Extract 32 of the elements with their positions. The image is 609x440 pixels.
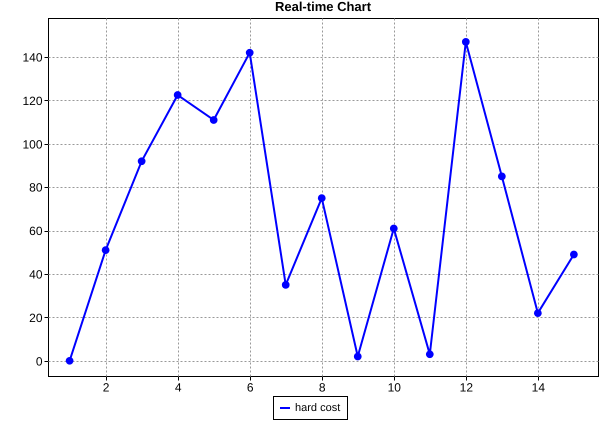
point bbox=[390, 224, 398, 232]
point bbox=[354, 352, 362, 360]
point bbox=[498, 172, 506, 180]
chart-title: Real-time Chart bbox=[274, 0, 372, 14]
x-tick-label: 6 bbox=[246, 380, 254, 394]
y-tick-label: 40 bbox=[29, 268, 43, 282]
y-tick-label: 100 bbox=[22, 137, 43, 152]
x-tick-label: 14 bbox=[532, 380, 546, 394]
y-tick-label: 0 bbox=[36, 354, 43, 368]
y-tick-label: 20 bbox=[29, 310, 43, 325]
point bbox=[570, 250, 578, 258]
point bbox=[102, 246, 110, 254]
point bbox=[138, 157, 146, 166]
point bbox=[426, 350, 434, 358]
x-tick-label: 10 bbox=[388, 380, 402, 394]
point bbox=[66, 356, 74, 365]
point bbox=[462, 38, 470, 46]
point bbox=[210, 116, 218, 124]
x-tick-label: 4 bbox=[174, 380, 182, 394]
point bbox=[174, 91, 182, 99]
y-tick-label: 140 bbox=[22, 50, 43, 65]
y-tick-label: 120 bbox=[22, 94, 43, 108]
legend-label: hard cost bbox=[295, 402, 340, 414]
point bbox=[318, 194, 326, 202]
point bbox=[246, 48, 254, 57]
y-tick-label: 60 bbox=[29, 224, 43, 238]
x-tick-label: 2 bbox=[102, 380, 110, 394]
point bbox=[534, 309, 542, 317]
x-tick-label: 8 bbox=[318, 380, 326, 394]
point bbox=[282, 281, 290, 289]
y-tick-label: 80 bbox=[29, 180, 43, 195]
x-tick-label: 12 bbox=[460, 380, 474, 394]
